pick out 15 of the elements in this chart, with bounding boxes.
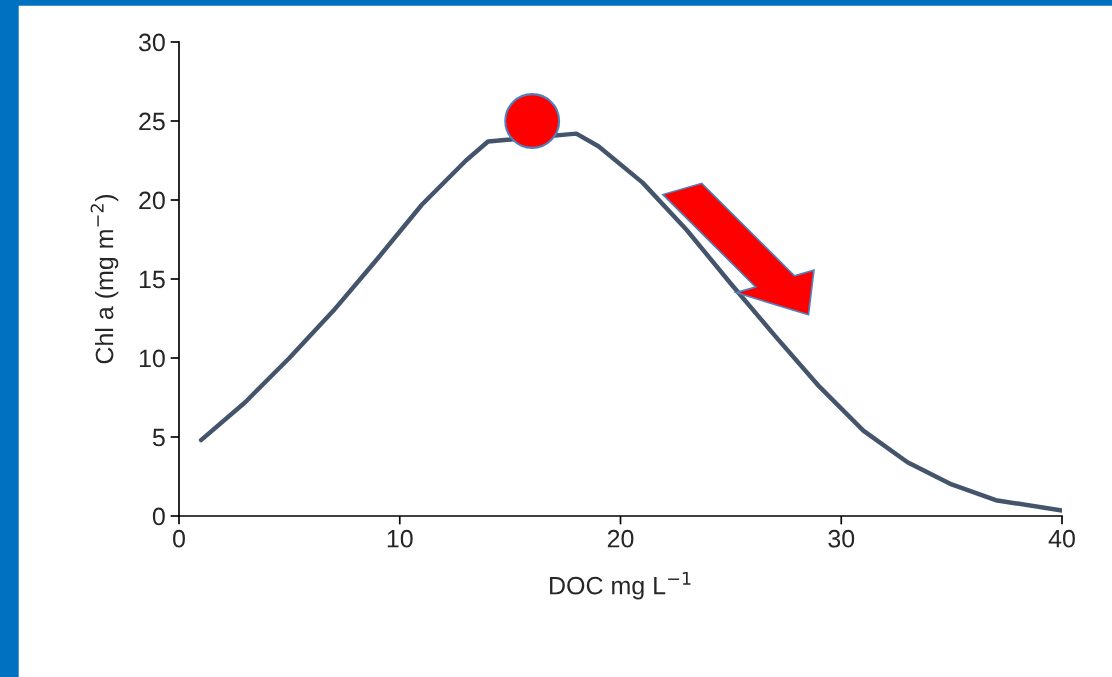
x-tick-label: 30: [828, 529, 855, 548]
x-tick-label: 40: [1048, 529, 1075, 548]
x-tick-label: 10: [387, 529, 413, 548]
x-axis-title: DOC mg L$^{−1}$: [550, 571, 691, 600]
y-tick-label: 20: [139, 191, 165, 210]
line-series: [198, 131, 1062, 513]
y-tick-label: 15: [139, 270, 165, 289]
y-tick-label: 0: [152, 507, 165, 526]
y-tick-label: 30: [138, 33, 165, 52]
y-tick-label: 25: [139, 112, 165, 131]
y-tick-label: 10: [139, 349, 165, 368]
x-tick-label: 20: [607, 529, 634, 548]
x-tick-label: 0: [173, 529, 185, 548]
y-axis-title: Chl a (mg m$^{−2}$): [90, 195, 119, 364]
y-tick-label: 5: [152, 428, 165, 447]
